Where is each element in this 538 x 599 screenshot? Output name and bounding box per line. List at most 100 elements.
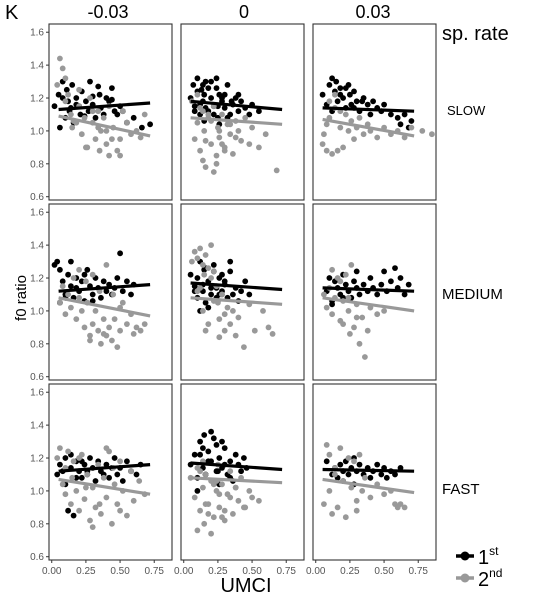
data-point-1st [96, 91, 103, 98]
data-point-1st [114, 111, 121, 118]
x-tick-label: 0.25 [76, 566, 96, 577]
data-point-2nd [70, 275, 77, 281]
data-point-2nd [227, 468, 234, 475]
data-point-1st [187, 271, 194, 278]
data-point-2nd [241, 344, 247, 350]
data-point-1st [345, 471, 352, 478]
panel-border [48, 383, 173, 561]
data-point-2nd [381, 491, 387, 498]
data-point-2nd [78, 308, 85, 314]
fit-line-2nd [190, 116, 283, 126]
data-point-2nd [62, 491, 69, 498]
data-point-2nd [117, 136, 123, 143]
data-point-2nd [227, 131, 234, 138]
data-point-1st [84, 266, 91, 273]
x-tick-label: 0.25 [340, 566, 360, 577]
data-point-2nd [342, 514, 349, 521]
data-point-1st [351, 278, 357, 285]
data-point-2nd [100, 474, 107, 481]
data-point-2nd [197, 147, 204, 154]
data-point-2nd [194, 255, 201, 262]
data-point-1st [246, 111, 253, 118]
data-point-2nd [62, 98, 69, 105]
data-point-1st [238, 98, 245, 105]
data-point-2nd [114, 344, 121, 350]
data-point-2nd [103, 127, 110, 134]
fit-line-2nd [58, 296, 151, 318]
panel-medium-2 [312, 203, 437, 381]
data-point-1st [334, 98, 341, 105]
data-point-2nd [210, 169, 217, 175]
data-point-2nd [353, 507, 360, 514]
data-point-2nd [208, 275, 215, 281]
data-point-2nd [92, 308, 99, 314]
data-point-1st [194, 75, 201, 82]
data-point-2nd [321, 131, 327, 138]
data-point-1st [219, 95, 225, 101]
data-point-1st [208, 285, 215, 291]
data-point-1st [114, 275, 121, 281]
data-point-2nd [83, 278, 89, 285]
data-point-2nd [194, 527, 201, 534]
data-point-1st [103, 288, 110, 295]
data-point-2nd [329, 311, 335, 318]
data-point-2nd [221, 311, 228, 318]
data-point-1st [63, 86, 70, 93]
data-point-2nd [419, 127, 426, 134]
data-point-2nd [256, 144, 262, 151]
data-point-2nd [374, 134, 381, 141]
data-point-1st [388, 278, 394, 285]
data-point-1st [51, 103, 58, 110]
data-point-2nd [374, 311, 381, 318]
data-point-2nd [221, 507, 228, 514]
legend: 1st 2nd [456, 544, 502, 591]
y-tick-label: 1.4 [30, 421, 44, 432]
data-point-1st [73, 474, 80, 481]
data-point-2nd [106, 324, 112, 331]
fit-line-2nd [322, 117, 415, 138]
data-point-2nd [103, 141, 110, 148]
data-point-2nd [359, 488, 366, 494]
data-point-1st [208, 95, 215, 101]
row-strip-label-1: SLOW [447, 103, 486, 118]
x-tick-label: 0.50 [242, 566, 262, 577]
data-point-2nd [227, 494, 234, 501]
data-point-2nd [381, 308, 387, 314]
data-point-1st [62, 455, 69, 461]
x-tick-label: 0.75 [408, 566, 428, 577]
data-point-2nd [87, 95, 93, 101]
x-tick-label: 0.50 [110, 566, 130, 577]
data-point-2nd [76, 507, 82, 514]
data-point-2nd [96, 501, 103, 507]
data-point-2nd [65, 91, 71, 98]
panel-border [312, 383, 437, 561]
data-point-2nd [269, 331, 276, 337]
data-point-2nd [200, 262, 206, 268]
data-point-1st [57, 461, 63, 468]
data-point-2nd [429, 131, 435, 138]
data-point-1st [208, 78, 215, 85]
data-point-1st [374, 291, 381, 298]
data-point-2nd [205, 265, 212, 271]
data-point-2nd [191, 248, 198, 255]
data-point-1st [219, 271, 225, 278]
data-point-1st [401, 291, 408, 298]
fit-line-2nd [58, 114, 151, 138]
data-point-1st [333, 78, 340, 85]
data-point-2nd [65, 291, 71, 298]
data-point-1st [78, 474, 85, 481]
data-point-1st [374, 461, 381, 468]
data-point-2nd [345, 308, 352, 314]
data-point-2nd [353, 314, 360, 321]
data-point-1st [201, 91, 208, 98]
fit-line-1st [190, 99, 283, 112]
y-tick-label: 0.8 [30, 339, 44, 350]
data-point-2nd [98, 340, 104, 347]
data-point-1st [221, 278, 228, 285]
data-point-2nd [100, 114, 107, 121]
data-point-1st [213, 468, 220, 475]
data-point-1st [194, 275, 201, 281]
data-point-2nd [356, 451, 363, 458]
data-point-2nd [323, 121, 330, 128]
data-point-2nd [81, 114, 88, 121]
